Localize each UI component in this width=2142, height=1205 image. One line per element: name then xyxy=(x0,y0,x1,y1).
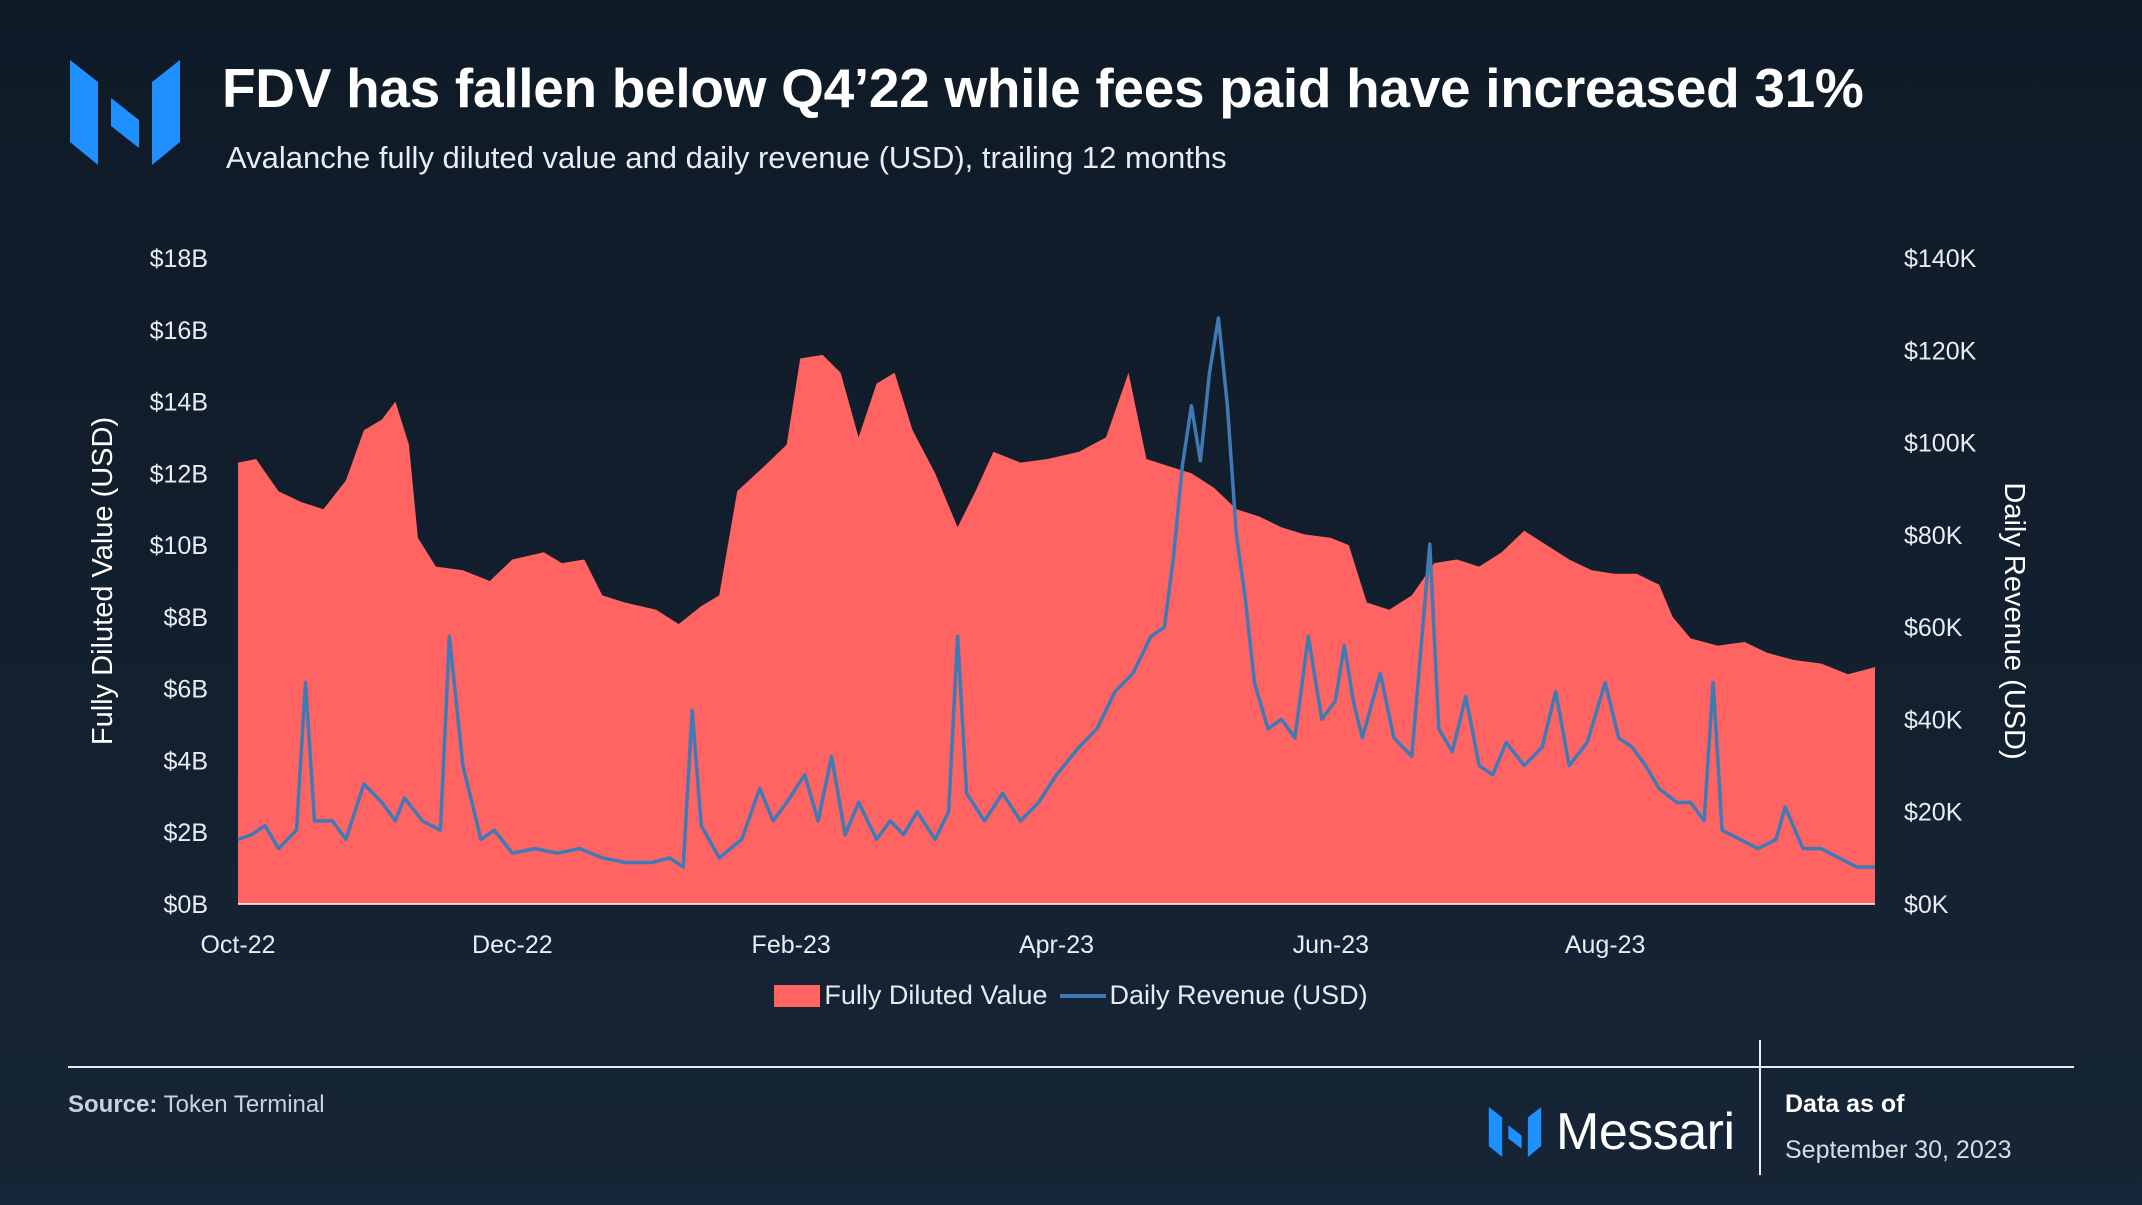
left-axis-title: Fully Diluted Value (USD) xyxy=(87,417,119,745)
data-as-of-label: Data as of xyxy=(1785,1090,1905,1118)
right-axis-tick-label: $100K xyxy=(1904,430,1977,458)
right-axis-tick-label: $80K xyxy=(1904,522,1963,550)
source-value: Token Terminal xyxy=(163,1091,325,1118)
left-axis-tick-label: $14B xyxy=(150,389,208,417)
source-label: Source: xyxy=(68,1091,158,1118)
source-note: Source: Token Terminal xyxy=(68,1091,325,1119)
left-axis-tick-label: $2B xyxy=(164,819,208,847)
legend-swatch-revenue xyxy=(1059,993,1106,998)
footer-divider xyxy=(68,1066,2074,1068)
right-axis-tick-label: $120K xyxy=(1904,337,1977,365)
legend-label-fdv: Fully Diluted Value xyxy=(824,980,1048,1010)
left-axis-tick-label: $0B xyxy=(164,891,208,919)
fdv-area-series xyxy=(238,354,1875,904)
right-axis-title: Daily Revenue (USD) xyxy=(1998,482,2030,759)
legend-swatch-fdv xyxy=(774,984,821,1007)
brand-name: Messari xyxy=(1556,1103,1735,1161)
x-axis-tick-label: Feb-23 xyxy=(752,931,831,959)
legend-label-revenue: Daily Revenue (USD) xyxy=(1109,980,1368,1010)
left-axis-tick-label: $4B xyxy=(164,747,208,775)
right-axis-tick-label: $20K xyxy=(1904,799,1963,827)
x-axis-tick-label: Jun-23 xyxy=(1293,931,1369,959)
left-axis-tick-label: $18B xyxy=(150,245,208,273)
brand-lockup: Messari xyxy=(1488,1102,1735,1162)
chart-subtitle: Avalanche fully diluted value and daily … xyxy=(226,140,1227,175)
messari-logo-icon xyxy=(1488,1107,1542,1157)
right-axis-tick-label: $60K xyxy=(1904,614,1963,642)
right-axis-tick-label: $140K xyxy=(1904,245,1977,273)
revenue-line-series xyxy=(237,316,1875,869)
legend-item-revenue: Daily Revenue (USD) xyxy=(1059,980,1368,1011)
footer-vertical-divider xyxy=(1759,1040,1761,1175)
messari-logo-icon xyxy=(70,60,180,165)
left-axis-tick-label: $8B xyxy=(164,604,208,632)
right-axis-tick-label: $40K xyxy=(1904,706,1963,734)
chart-canvas: $0B $2B $4B $6B $8B $10B $12B $14B $16B $18B $0K $2… xyxy=(87,245,2030,959)
chart-legend: Fully Diluted Value Daily Revenue (USD) xyxy=(0,980,2142,1011)
left-axis-tick-label: $12B xyxy=(150,460,208,488)
x-axis-tick-label: Dec-22 xyxy=(472,931,553,959)
x-axis-tick-label: Aug-23 xyxy=(1565,931,1646,959)
data-as-of-date: September 30, 2023 xyxy=(1785,1136,2012,1164)
chart-title: FDV has fallen below Q4’22 while fees pa… xyxy=(222,57,1864,119)
x-axis-tick-label: Oct-22 xyxy=(200,931,275,959)
x-axis-tick-label: Apr-23 xyxy=(1019,931,1094,959)
left-axis-tick-label: $6B xyxy=(164,676,208,704)
right-axis-tick-label: $0K xyxy=(1904,891,1949,919)
legend-item-fdv: Fully Diluted Value xyxy=(774,980,1048,1011)
left-axis-tick-label: $10B xyxy=(150,532,208,560)
left-axis-tick-label: $16B xyxy=(150,317,208,345)
